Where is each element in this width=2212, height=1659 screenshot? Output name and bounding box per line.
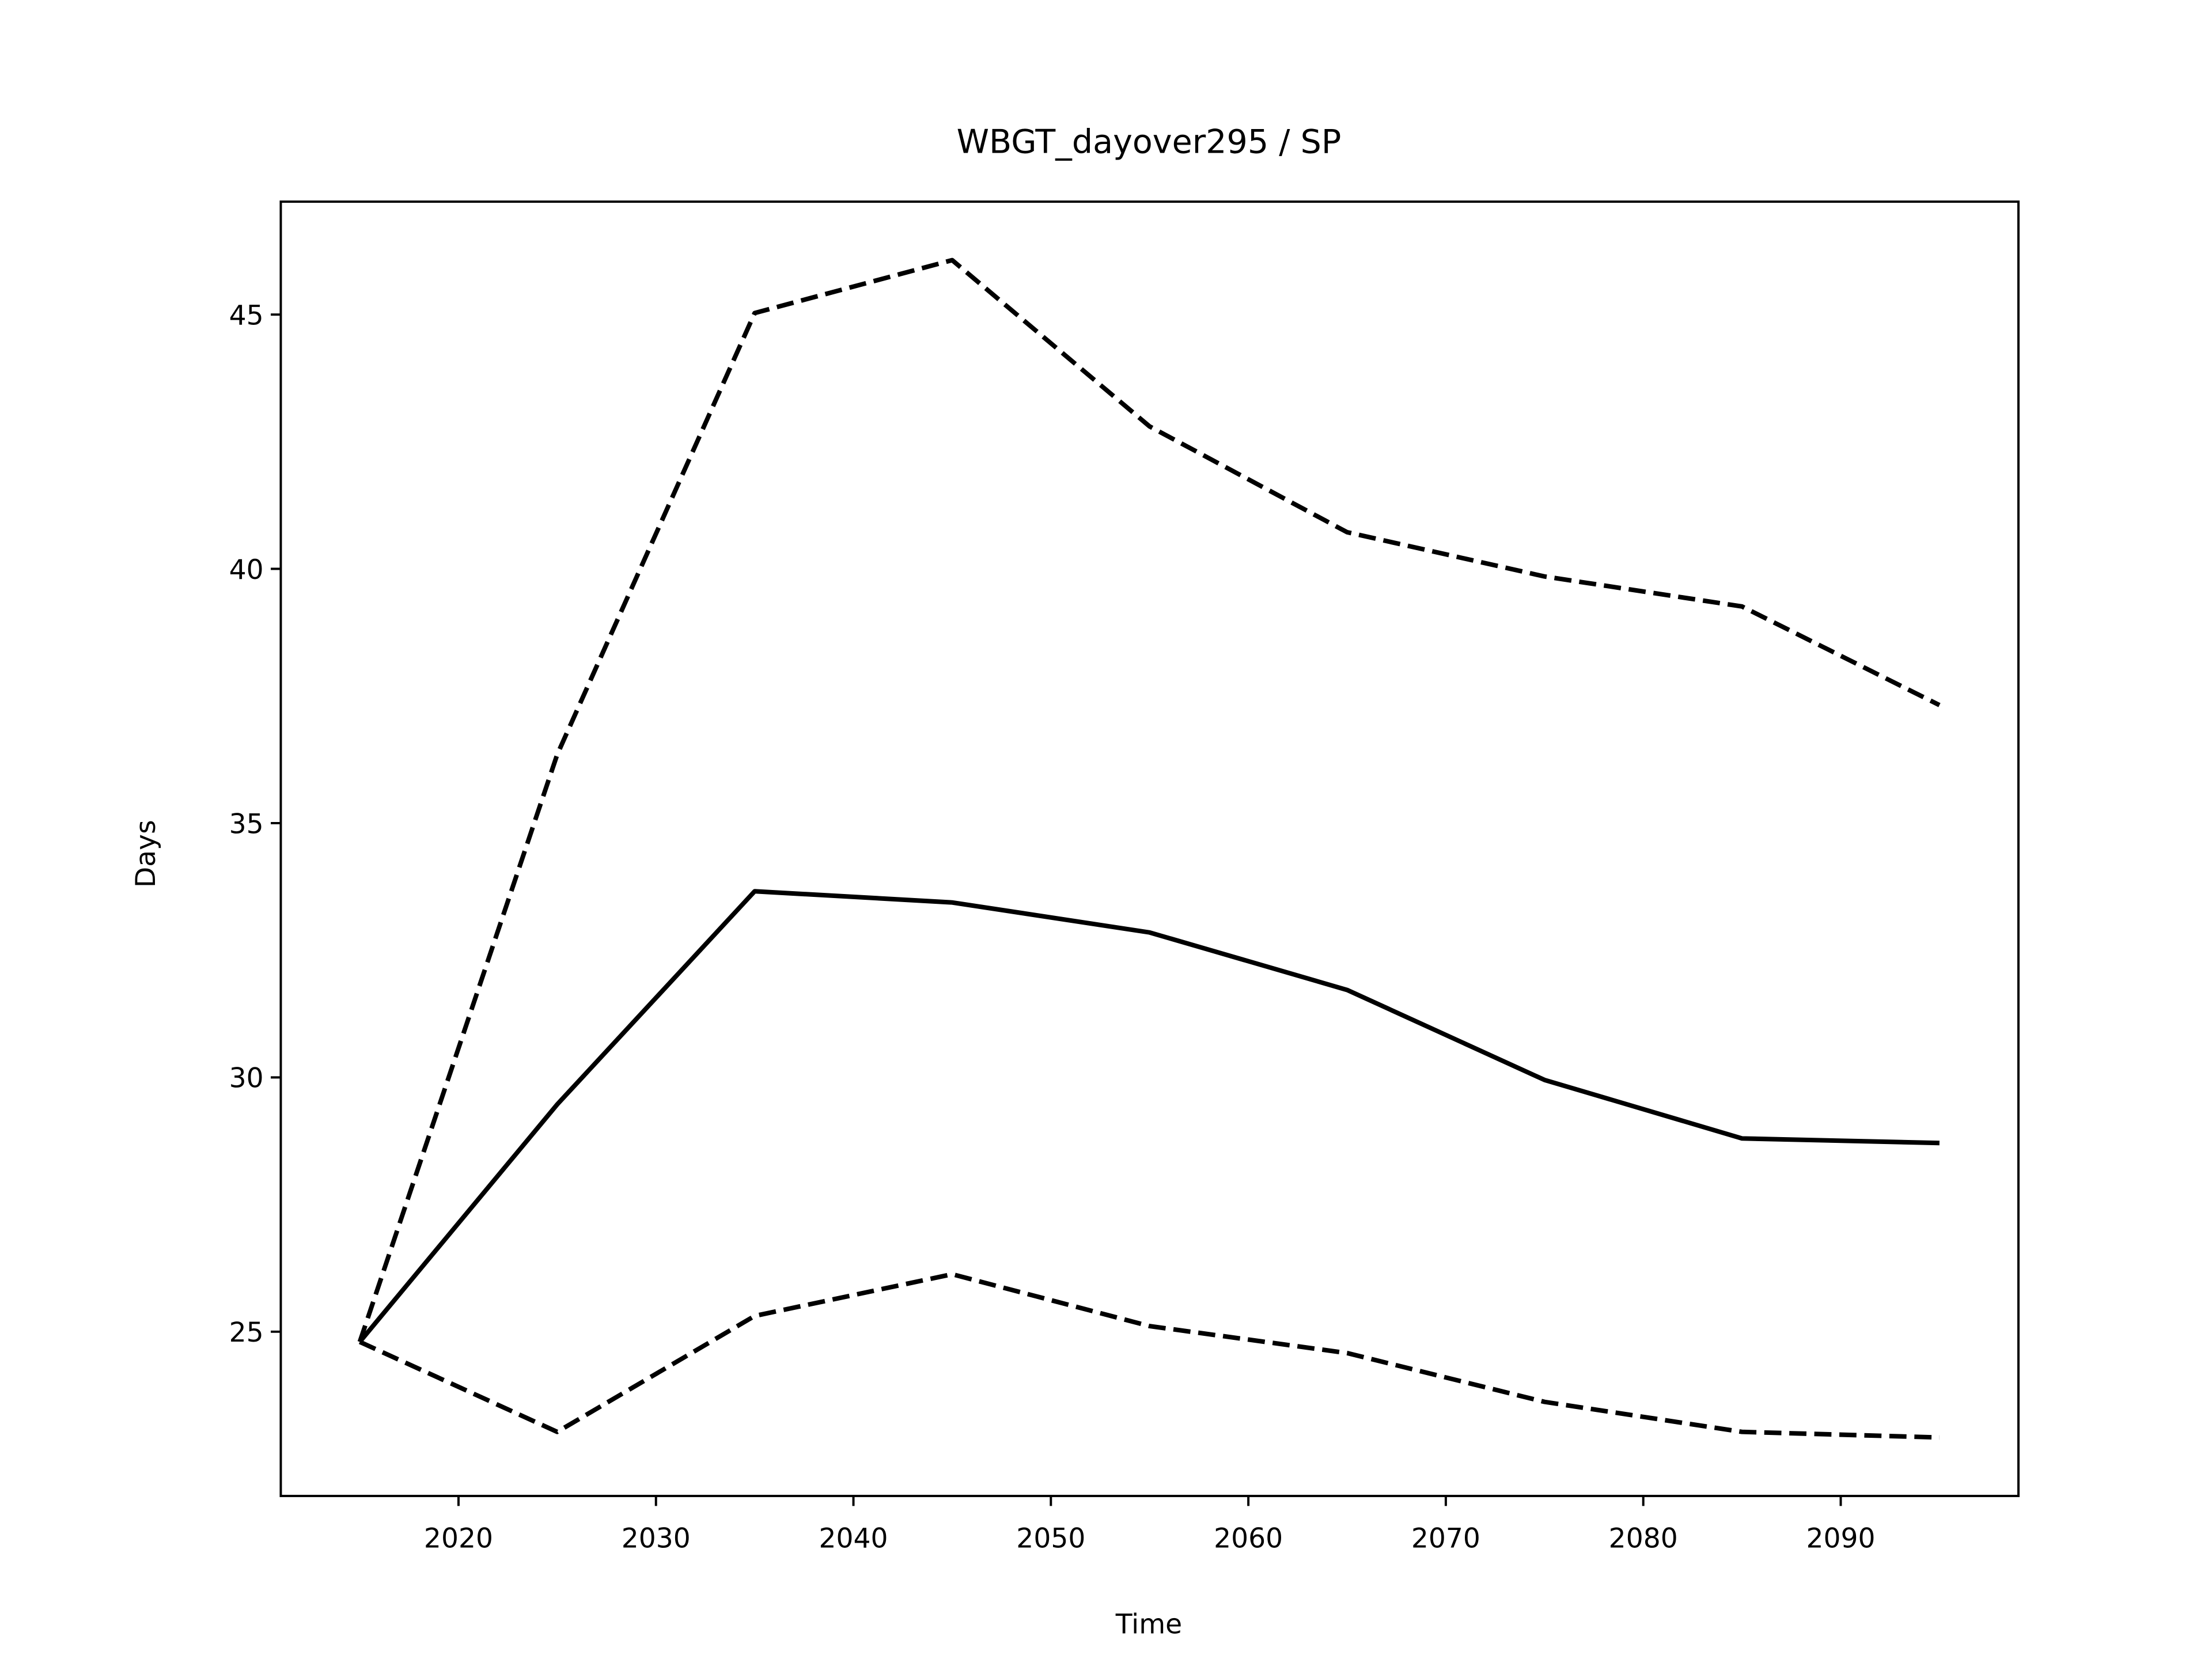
series-line: [358, 889, 1940, 1343]
y-tick-label: 25: [229, 1317, 264, 1349]
plot-frame: [279, 200, 2020, 1497]
x-tick-label: 2070: [1411, 1522, 1480, 1554]
y-tick-label: 40: [229, 554, 264, 586]
y-tick-label: 30: [229, 1063, 264, 1094]
x-tick-label: 2090: [1806, 1522, 1875, 1554]
chart-title: WBGT_dayover295 / SP: [957, 123, 1342, 161]
x-tick-label: 2040: [819, 1522, 888, 1554]
y-tick-label: 35: [229, 808, 264, 840]
x-tick-label: 2020: [424, 1522, 493, 1554]
series-line: [358, 1272, 1940, 1440]
x-axis-label: Time: [1115, 1608, 1182, 1640]
x-tick-label: 2050: [1016, 1522, 1085, 1554]
x-tick-label: 2060: [1214, 1522, 1283, 1554]
y-tick-label: 45: [229, 300, 264, 331]
x-tick-label: 2030: [622, 1522, 691, 1554]
y-axis-label: Days: [130, 820, 162, 888]
x-tick-label: 2080: [1609, 1522, 1678, 1554]
series-line: [357, 257, 1941, 1343]
